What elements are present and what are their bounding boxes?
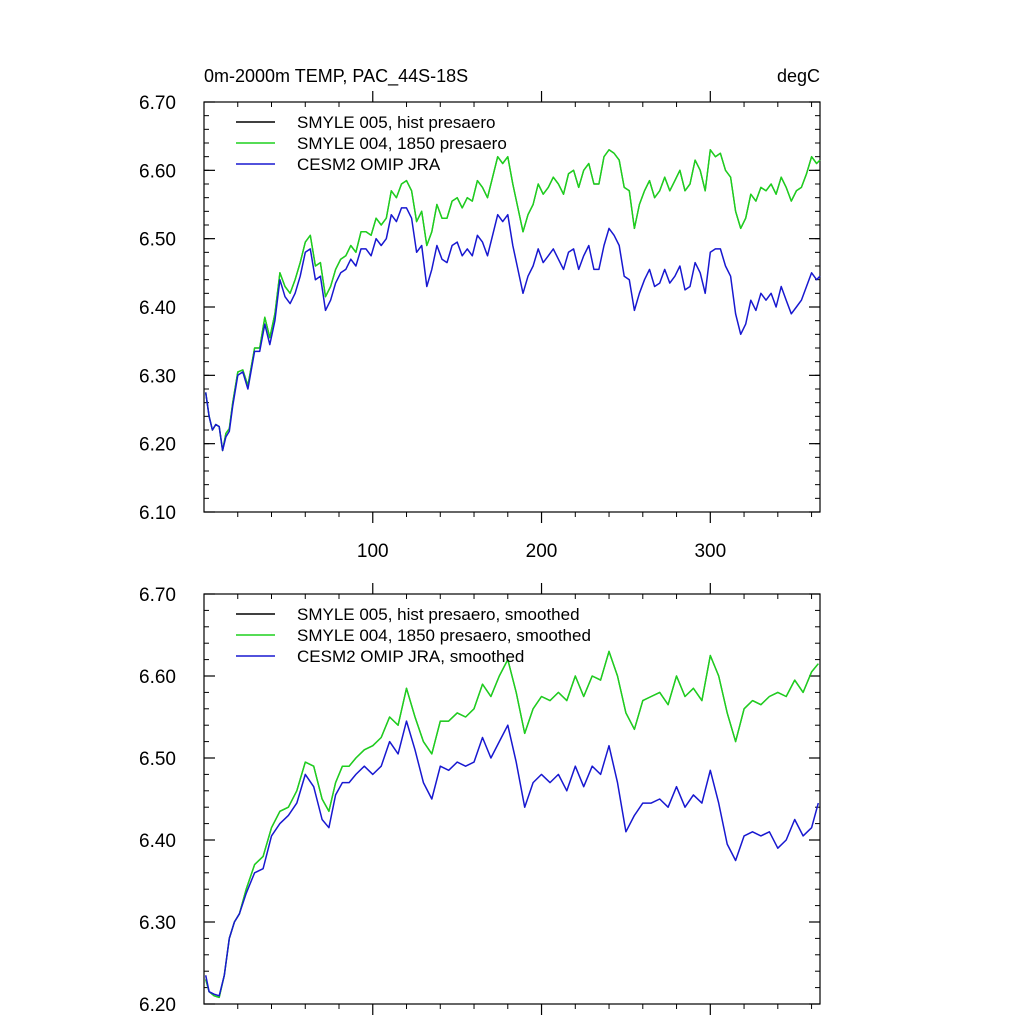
- y-tick-label: 6.10: [139, 503, 176, 524]
- y-tick-label: 6.30: [139, 913, 176, 934]
- series-line-1: [205, 650, 819, 999]
- y-tick-label: 6.40: [139, 831, 176, 852]
- bottom-panel: 6.20 6.30 6.40 6.50 6.60 6.70 SMYLE 005, hist …: [139, 583, 821, 1016]
- y-tick-label: 6.50: [139, 230, 176, 251]
- legend-label-2: SMYLE 004, 1850 presaero, smoothed: [297, 626, 591, 645]
- y-tick-label: 6.30: [139, 366, 176, 387]
- series-line-1: [205, 149, 821, 452]
- y-tick-label: 6.20: [139, 435, 176, 456]
- series-line-3: [204, 720, 820, 997]
- legend-label-1: SMYLE 005, hist presaero, smoothed: [297, 605, 580, 624]
- series-line-2: [204, 650, 819, 999]
- legend-label-3: CESM2 OMIP JRA: [297, 155, 441, 174]
- top-panel: 0m-2000m TEMP, PAC_44S-18S degC 6.10 6.20…: [139, 66, 821, 562]
- chart-units: degC: [777, 66, 820, 86]
- y-tick-label: 6.40: [139, 298, 176, 319]
- y-tick-label: 6.60: [139, 667, 176, 688]
- y-tick-label: 6.70: [139, 93, 176, 114]
- plot-frame: [203, 593, 821, 1005]
- legend-label-2: SMYLE 004, 1850 presaero: [297, 134, 507, 153]
- x-tick-label: 300: [694, 541, 726, 562]
- series-line-3: [204, 207, 821, 452]
- chart-title: 0m-2000m TEMP, PAC_44S-18S: [204, 66, 468, 87]
- x-tick-label: 100: [357, 541, 389, 562]
- series-line-2: [204, 149, 821, 452]
- y-tick-label: 6.70: [139, 585, 176, 606]
- legend-label-3: CESM2 OMIP JRA, smoothed: [297, 647, 524, 666]
- y-tick-label: 6.60: [139, 161, 176, 182]
- x-tick-label: 200: [526, 541, 558, 562]
- y-tick-label: 6.50: [139, 749, 176, 770]
- legend-label-1: SMYLE 005, hist presaero: [297, 113, 495, 132]
- y-tick-label: 6.20: [139, 995, 176, 1016]
